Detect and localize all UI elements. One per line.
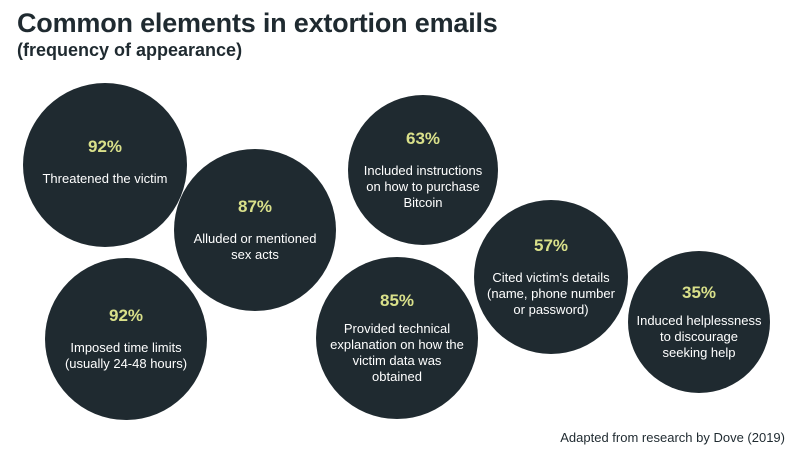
bubble-threatened-victim: 92% Threatened the victim	[23, 83, 187, 247]
bubble-sex-acts: 87% Alluded or mentioned sex acts	[174, 149, 336, 311]
bubble-label: Included instructions on how to purchase…	[363, 163, 483, 210]
bubble-label: Cited victim's details (name, phone numb…	[487, 270, 615, 317]
bubble-bitcoin-instructions: 63% Included instructions on how to purc…	[348, 95, 498, 245]
bubble-percent: 63%	[405, 129, 441, 148]
bubble-percent: 85%	[379, 291, 415, 310]
bubble-helplessness: 35% Induced helplessness to discourage s…	[628, 251, 770, 393]
bubble-percent: 87%	[237, 197, 273, 216]
diagram-title: Common elements in extortion emails	[17, 8, 498, 38]
bubble-time-limits: 92% Imposed time limits (usually 24-48 h…	[45, 258, 207, 420]
bubble-percent: 92%	[87, 137, 123, 156]
bubble-label: Threatened the victim	[42, 171, 168, 186]
bubble-percent: 35%	[681, 283, 717, 302]
diagram-subtitle: (frequency of appearance)	[17, 40, 243, 60]
bubble-label: Alluded or mentioned sex acts	[193, 231, 317, 262]
bubble-label: Induced helplessness to discourage seeki…	[636, 313, 762, 360]
bubble-label: Provided technical explanation on how th…	[330, 321, 464, 384]
bubble-victim-details: 57% Cited victim's details (name, phone …	[474, 200, 628, 354]
bubble-percent: 57%	[533, 236, 569, 255]
bubble-percent: 92%	[108, 306, 144, 325]
source-citation: Adapted from research by Dove (2019)	[560, 430, 785, 445]
bubble-label: Imposed time limits (usually 24-48 hours…	[64, 340, 188, 371]
bubble-technical-explanation: 85% Provided technical explanation on ho…	[316, 257, 478, 419]
